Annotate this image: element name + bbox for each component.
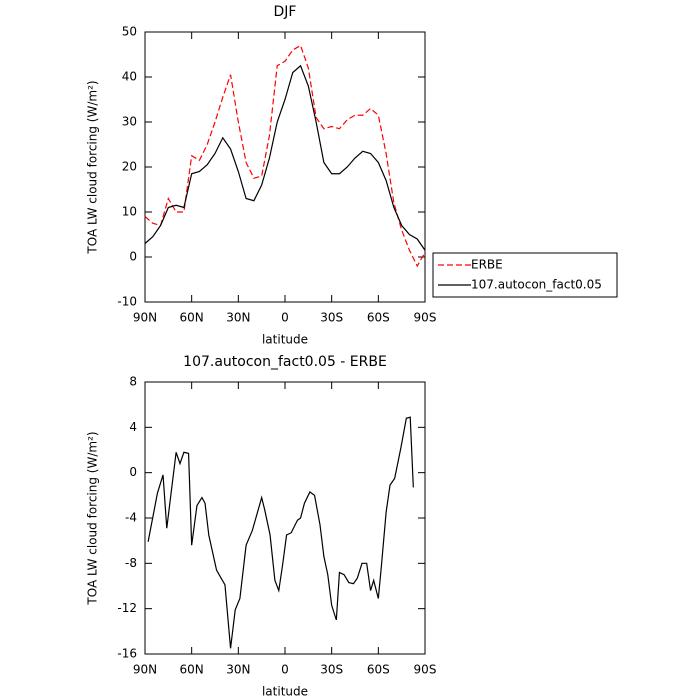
- x-tick-label: 60S: [367, 311, 390, 325]
- y-tick-label: -4: [125, 511, 137, 525]
- y-tick-label: 4: [129, 420, 137, 434]
- chart-title: 107.autocon_fact0.05 - ERBE: [183, 354, 387, 370]
- y-tick-label: 50: [122, 25, 137, 39]
- y-tick-label: 0: [129, 465, 137, 479]
- legend-label: ERBE: [471, 258, 503, 272]
- x-tick-label: 30N: [226, 663, 250, 677]
- x-axis-label: latitude: [262, 333, 308, 347]
- plot-frame: [144, 381, 426, 655]
- y-axis-label: TOA LW cloud forcing (W/m²): [86, 431, 100, 605]
- x-tick-label: 30N: [226, 311, 250, 325]
- y-tick-label: 20: [122, 160, 137, 174]
- x-tick-label: 90N: [133, 311, 157, 325]
- y-tick-label: -8: [125, 556, 137, 570]
- x-tick-label: 60N: [180, 663, 204, 677]
- x-tick-label: 0: [281, 311, 289, 325]
- x-tick-label: 0: [281, 663, 289, 677]
- y-tick-label: 0: [129, 250, 137, 264]
- x-tick-label: 60N: [180, 311, 204, 325]
- y-axis-label: TOA LW cloud forcing (W/m²): [86, 80, 100, 254]
- y-tick-label: 30: [122, 115, 137, 129]
- y-tick-label: -10: [117, 295, 137, 309]
- x-tick-label: 90N: [133, 663, 157, 677]
- x-tick-label: 60S: [367, 663, 390, 677]
- y-tick-label: 10: [122, 205, 137, 219]
- legend-box: [432, 252, 618, 298]
- x-tick-label: 90S: [414, 311, 437, 325]
- x-axis-label: latitude: [262, 685, 308, 699]
- y-tick-label: 8: [129, 375, 137, 389]
- series-line: [147, 416, 414, 649]
- series-line: [144, 44, 426, 268]
- x-tick-label: 90S: [414, 663, 437, 677]
- y-tick-label: -16: [117, 647, 137, 661]
- x-tick-label: 30S: [320, 311, 343, 325]
- y-tick-label: -12: [117, 601, 137, 615]
- y-tick-label: 40: [122, 70, 137, 84]
- legend-label: 107.autocon_fact0.05: [471, 278, 602, 292]
- chart-title: DJF: [274, 4, 297, 20]
- x-tick-label: 30S: [320, 663, 343, 677]
- series-line: [144, 64, 426, 251]
- plot-frame: [144, 31, 426, 303]
